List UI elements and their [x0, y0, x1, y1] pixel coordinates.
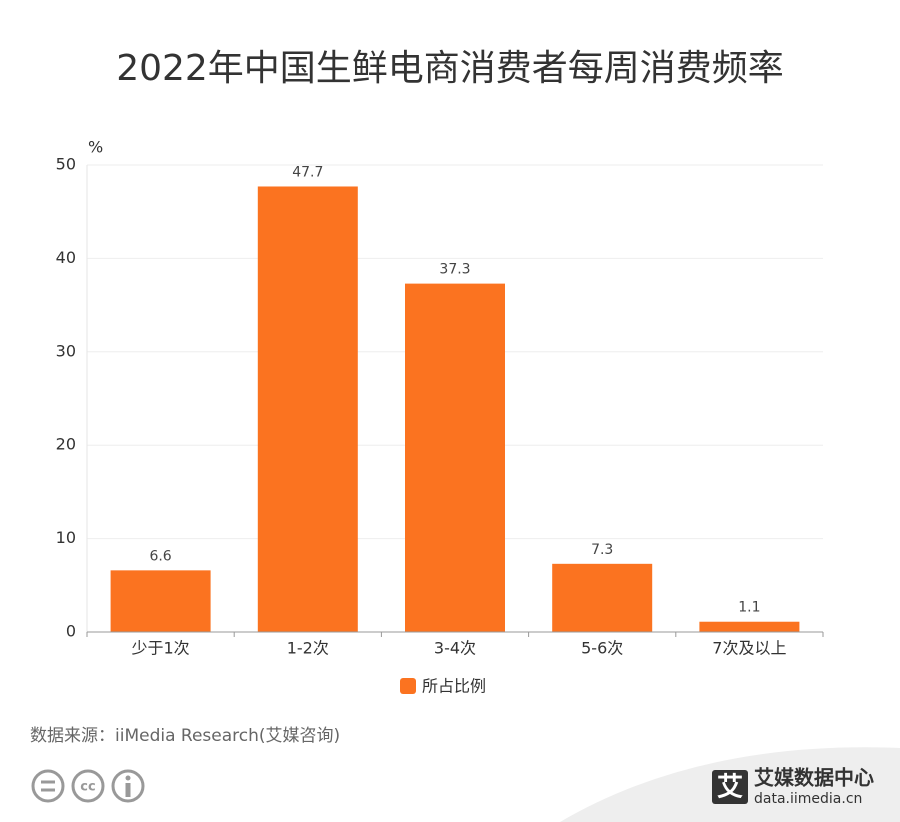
logo-mark: 艾: [717, 773, 743, 803]
x-tick-label: 3-4次: [434, 639, 476, 658]
x-tick-label: 7次及以上: [712, 639, 786, 658]
y-tick-label: 50: [56, 155, 76, 174]
bar: [552, 563, 653, 632]
value-label: 37.3: [439, 262, 470, 278]
source-note: 数据来源：iiMedia Research(艾媒咨询): [30, 726, 340, 746]
x-tick-label: 1-2次: [287, 639, 329, 658]
value-label: 6.6: [149, 548, 171, 564]
brand-url: data.iimedia.cn: [754, 791, 862, 807]
icon-cc: [71, 769, 105, 803]
brand-name: 艾媒数据中心: [754, 766, 874, 790]
legend-swatch: [400, 678, 416, 694]
x-tick-label: 少于1次: [132, 639, 190, 658]
y-unit: %: [88, 138, 103, 157]
value-label: 1.1: [738, 600, 760, 616]
icon-equal: [31, 769, 65, 803]
value-label: 47.7: [292, 164, 323, 180]
icon-person: [111, 769, 145, 803]
bar: [257, 186, 358, 632]
y-tick-label: 40: [56, 248, 76, 267]
y-tick-label: 0: [66, 622, 76, 641]
x-tick-label: 5-6次: [581, 639, 623, 658]
logo-box: [712, 770, 748, 804]
cc-label: cc: [80, 780, 95, 795]
bar: [405, 283, 505, 632]
value-label: 7.3: [591, 542, 613, 558]
license-icons: [31, 769, 145, 803]
chart-title: 2022年中国生鲜电商消费者每周消费频率: [116, 48, 784, 89]
icon-head: [125, 775, 131, 781]
legend-label: 所占比例: [422, 677, 486, 696]
bar: [699, 621, 800, 632]
y-tick-label: 20: [56, 435, 76, 454]
bar: [110, 570, 211, 632]
y-tick-label: 10: [56, 528, 76, 547]
y-tick-label: 30: [56, 341, 76, 360]
